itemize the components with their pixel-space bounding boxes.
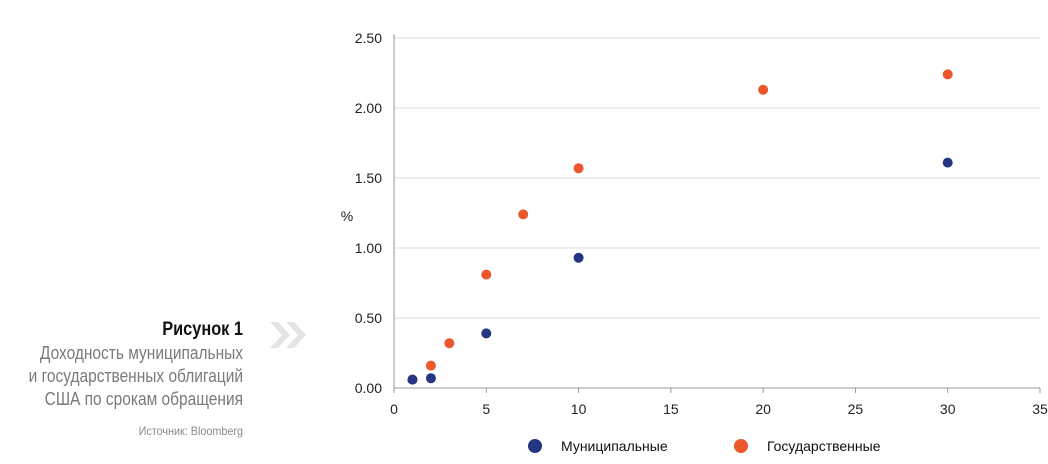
- legend-marker: [734, 439, 748, 453]
- figure-caption: Рисунок 1 Доходность муниципальных и гос…: [0, 318, 243, 439]
- data-point: [942, 157, 953, 168]
- data-point: [942, 69, 953, 80]
- y-tick-label: 0.00: [355, 380, 382, 396]
- x-tick-label: 30: [940, 401, 956, 417]
- data-points: [407, 69, 953, 385]
- legend: Муниципальные Государственные: [528, 438, 881, 454]
- legend-marker: [528, 439, 542, 453]
- y-tick-label: 1.00: [355, 240, 382, 256]
- x-tick-label: 10: [571, 401, 587, 417]
- y-axis-label: %: [341, 208, 353, 224]
- data-point: [518, 209, 529, 220]
- axes: [393, 34, 1041, 393]
- data-point: [407, 374, 418, 385]
- data-point: [758, 84, 769, 95]
- legend-label: Государственные: [767, 438, 881, 454]
- y-tick-label: 1.50: [355, 170, 382, 186]
- double-chevron-icon: [270, 322, 306, 348]
- x-tick-label: 25: [848, 401, 864, 417]
- data-point: [481, 269, 492, 280]
- x-tick-label: 15: [663, 401, 679, 417]
- gridlines: [394, 37, 1040, 319]
- legend-label: Муниципальные: [561, 438, 668, 454]
- x-tick-label: 0: [390, 401, 398, 417]
- figure-subtitle-line: Доходность муниципальных: [39, 343, 244, 363]
- data-point: [573, 252, 584, 263]
- x-tick-label: 20: [755, 401, 771, 417]
- data-point: [425, 373, 436, 384]
- figure-subtitle-line: и государственных облигаций: [28, 366, 243, 386]
- data-point: [481, 328, 492, 339]
- data-point: [444, 338, 455, 349]
- tick-labels: 0.00 0.50 1.00 1.50 2.00 2.50 0 5 10 15 20 25 30 35%: [341, 30, 1048, 417]
- y-tick-label: 2.00: [355, 100, 382, 116]
- figure-source: Источник: Bloomberg: [138, 424, 243, 438]
- y-tick-label: 0.50: [355, 310, 382, 326]
- x-tick-label: 35: [1032, 401, 1048, 417]
- data-point: [425, 360, 436, 371]
- y-tick-label: 2.50: [355, 30, 382, 46]
- figure-subtitle-line: США по срокам обращения: [44, 389, 243, 409]
- figure-title: Рисунок 1: [162, 319, 243, 340]
- x-tick-label: 5: [482, 401, 490, 417]
- data-point: [573, 163, 584, 174]
